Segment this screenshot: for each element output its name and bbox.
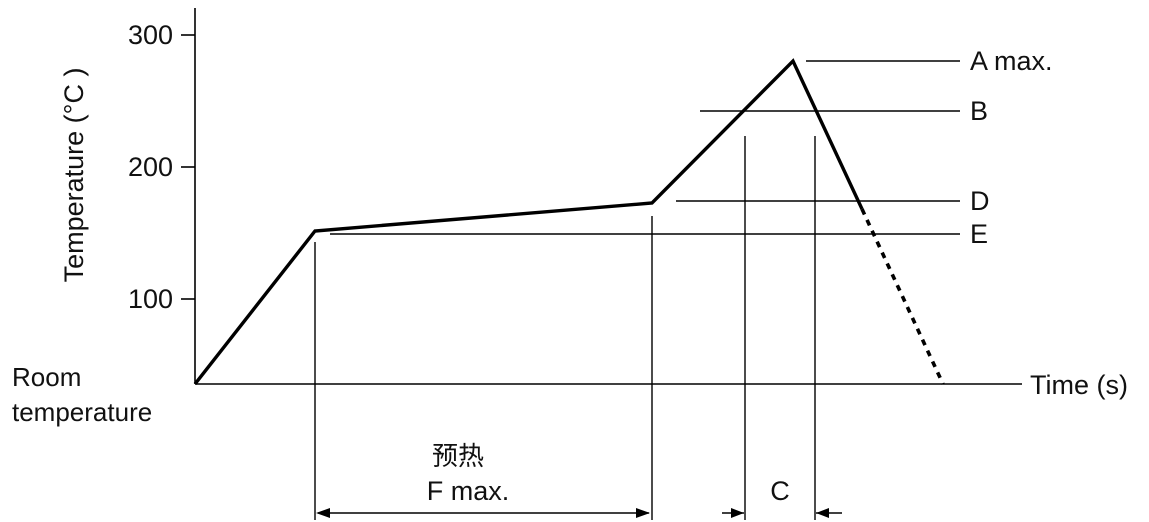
y-axis-title: Temperature (°C ) xyxy=(59,68,89,283)
x-axis-title: Time (s) xyxy=(1030,370,1128,400)
f-span-label: F max. xyxy=(427,476,510,506)
profile-cooling-dotted xyxy=(860,208,945,385)
y-tick-label-100: 100 xyxy=(128,284,173,314)
f-span-arrow-left xyxy=(316,508,330,518)
level-label-a: A max. xyxy=(970,46,1053,76)
c-span-arrow-right xyxy=(816,508,829,518)
profile-curve xyxy=(193,58,864,386)
c-span-label: C xyxy=(770,476,790,506)
level-label-e: E xyxy=(970,219,988,249)
level-label-d: D xyxy=(970,186,990,216)
origin-label-room: Room xyxy=(12,362,81,392)
preheat-label: 预热 xyxy=(432,442,484,472)
f-span-arrow-right xyxy=(636,508,650,518)
y-tick-label-300: 300 xyxy=(128,20,173,50)
c-span-arrow-left xyxy=(731,508,744,518)
origin-label-temperature: temperature xyxy=(12,397,152,427)
y-tick-label-200: 200 xyxy=(128,152,173,182)
level-label-b: B xyxy=(970,96,988,126)
